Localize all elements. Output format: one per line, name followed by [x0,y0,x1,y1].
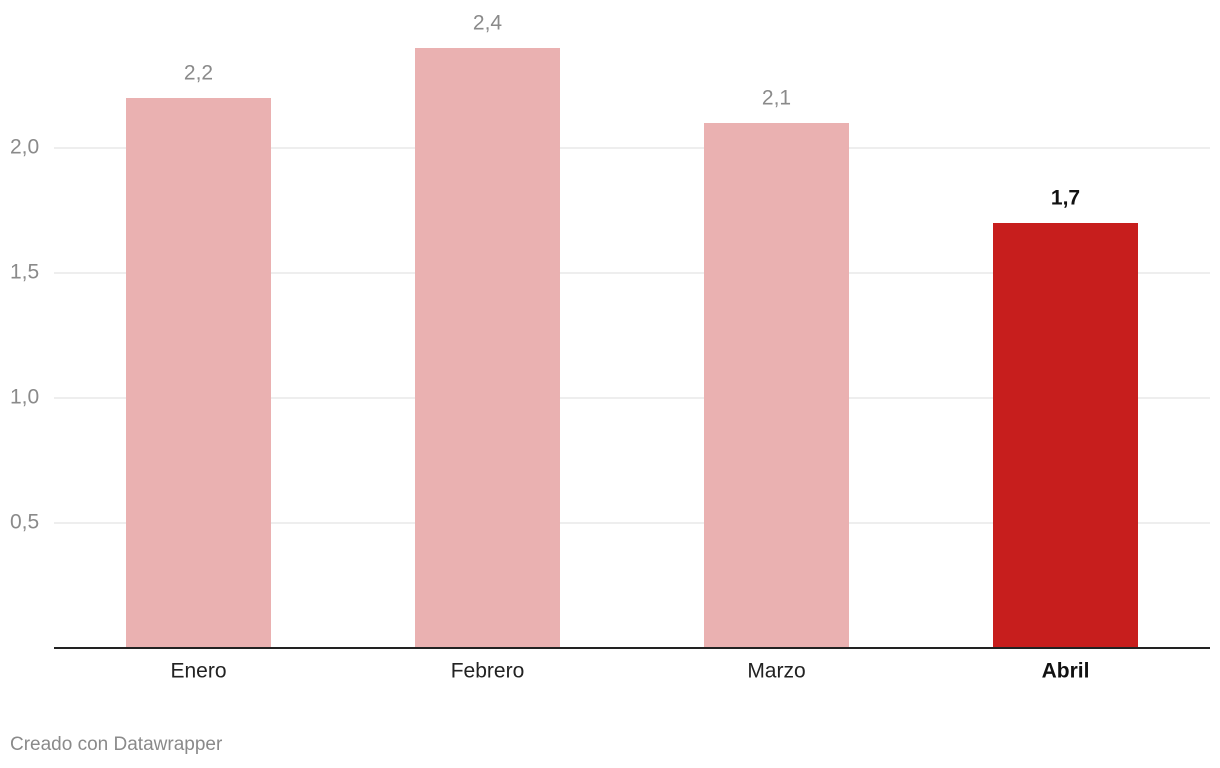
y-tick-label: 1,5 [10,261,39,284]
value-label: 1,7 [1051,187,1080,210]
footer: Creado con Datawrapper [10,734,223,755]
x-tick-label: Abril [1042,660,1090,683]
x-tick-label: Enero [170,660,226,683]
x-tick-label: Febrero [451,660,525,683]
y-tick-label: 2,0 [10,136,39,159]
y-tick-label: 1,0 [10,386,39,409]
bar [415,48,560,648]
y-tick-label: 0,5 [10,511,39,534]
x-tick-label: Marzo [747,660,805,683]
bar [993,223,1138,648]
value-label: 2,1 [762,87,791,110]
bar [126,98,271,648]
value-label: 2,4 [473,12,503,35]
value-label: 2,2 [184,62,213,85]
bar [704,123,849,648]
